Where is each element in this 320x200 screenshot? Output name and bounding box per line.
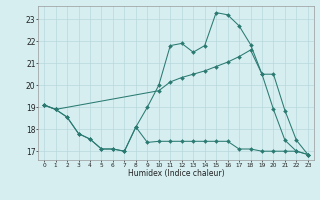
X-axis label: Humidex (Indice chaleur): Humidex (Indice chaleur) bbox=[128, 169, 224, 178]
